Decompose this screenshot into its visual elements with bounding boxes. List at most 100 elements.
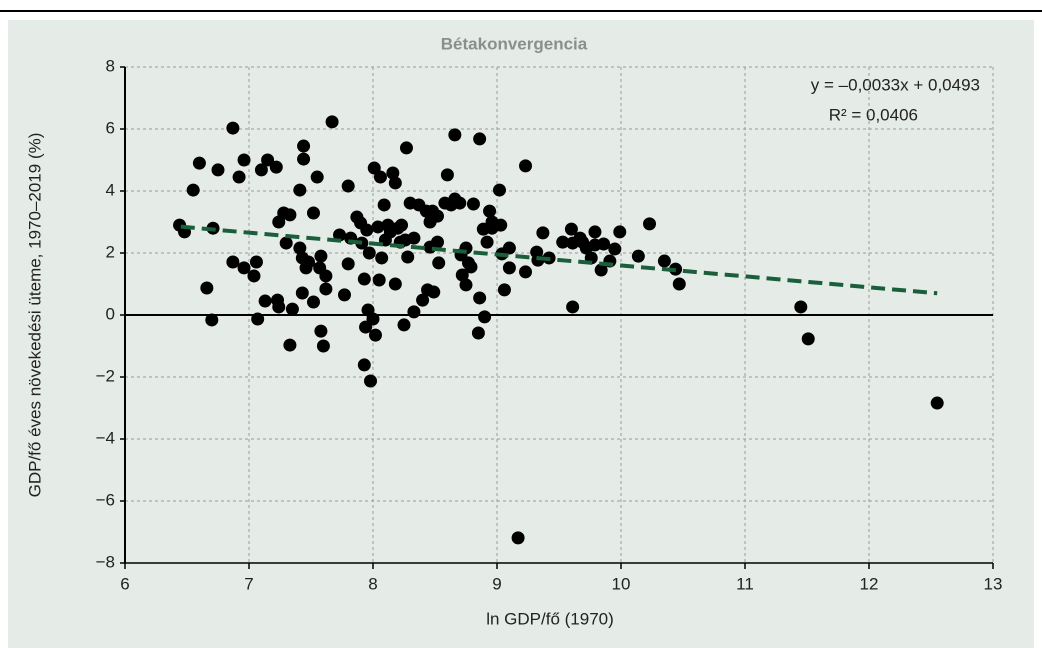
- scatter-point: [283, 338, 297, 352]
- scatter-point: [377, 198, 391, 212]
- scatter-point: [494, 218, 508, 232]
- x-tick-label: 8: [368, 574, 377, 593]
- scatter-point: [247, 269, 261, 283]
- scatter-point: [801, 332, 815, 346]
- y-tick-label: −8: [96, 552, 115, 571]
- scatter-point: [388, 277, 402, 291]
- scatter-point: [564, 222, 578, 236]
- scatter-point: [643, 217, 657, 231]
- x-tick-label: 9: [492, 574, 501, 593]
- scatter-point: [519, 159, 533, 173]
- scatter-point: [373, 170, 387, 184]
- scatter-point: [226, 121, 240, 135]
- scatter-point: [319, 269, 333, 283]
- y-axis-label: GDP/fő éves növekedési üteme, 1970–2019 …: [25, 133, 44, 498]
- scatter-point: [502, 241, 516, 255]
- scatter-point: [430, 235, 444, 249]
- x-tick-label: 11: [736, 574, 754, 593]
- scatter-point: [283, 208, 297, 222]
- scatter-point: [497, 283, 511, 297]
- scatter-point: [371, 220, 385, 234]
- scatter-point: [237, 261, 251, 275]
- scatter-point: [200, 281, 214, 295]
- scatter-point: [341, 179, 355, 193]
- scatter-point: [297, 139, 311, 153]
- scatter-point: [297, 152, 311, 166]
- scatter-point: [314, 324, 328, 338]
- scatter-point: [254, 163, 268, 177]
- scatter-point: [519, 265, 533, 279]
- scatter-point: [556, 235, 570, 249]
- y-tick-label: 0: [106, 304, 115, 323]
- scatter-point: [388, 176, 402, 190]
- scatter-point: [427, 285, 441, 299]
- equation-annotation: y = –0,0033x + 0,0493: [811, 75, 980, 94]
- scatter-point: [407, 305, 421, 319]
- x-tick-label: 10: [612, 574, 631, 593]
- scatter-point: [608, 242, 622, 256]
- scatter-point: [364, 374, 378, 388]
- scatter-point: [368, 328, 382, 342]
- scatter-point: [588, 225, 602, 239]
- scatter-point: [272, 300, 286, 314]
- trendline: [180, 224, 938, 296]
- x-tick-label: 13: [984, 574, 1003, 593]
- chart-title: Bétakonvergencia: [441, 34, 588, 53]
- scatter-point: [360, 223, 374, 237]
- scatter-point: [341, 257, 355, 271]
- scatter-point: [672, 277, 686, 291]
- scatter-point: [473, 132, 487, 146]
- scatter-point: [395, 218, 409, 232]
- scatter-point: [293, 183, 307, 197]
- scatter-point: [269, 160, 283, 174]
- scatter-point: [399, 141, 413, 155]
- scatter-point: [492, 183, 506, 197]
- scatter-point: [249, 255, 263, 269]
- scatter-point: [362, 246, 376, 260]
- scatter-point: [502, 261, 516, 275]
- scatter-point: [375, 251, 389, 265]
- scatter-point: [357, 272, 371, 286]
- scatter-point: [226, 255, 240, 269]
- scatter-point: [251, 312, 265, 326]
- scatter-point: [211, 163, 225, 177]
- scatter-point: [325, 115, 339, 129]
- scatter-point: [337, 288, 351, 302]
- scatter-point: [319, 282, 333, 296]
- y-tick-label: 4: [106, 180, 115, 199]
- scatter-point: [372, 273, 386, 287]
- scatter-point: [192, 156, 206, 170]
- scatter-point: [511, 531, 525, 545]
- scatter-point: [407, 231, 421, 245]
- scatter-point: [459, 278, 473, 292]
- scatter-point: [930, 396, 944, 410]
- scatter-point: [232, 170, 246, 184]
- r2-annotation: R² = 0,0406: [829, 105, 918, 124]
- scatter-point: [473, 291, 487, 305]
- scatter-point: [464, 260, 478, 274]
- scatter-point: [455, 268, 469, 282]
- y-tick-label: −6: [96, 490, 115, 509]
- scatter-point: [302, 255, 316, 269]
- scatter-point: [386, 166, 400, 180]
- scatter-point: [566, 300, 580, 314]
- scatter-point: [314, 249, 328, 263]
- y-tick-label: 6: [106, 118, 115, 137]
- scatter-point: [316, 339, 330, 353]
- y-tick-label: −4: [96, 428, 115, 447]
- scatter-point: [471, 326, 485, 340]
- scatter-point: [306, 206, 320, 220]
- scatter-point: [293, 241, 307, 255]
- scatter-point: [453, 196, 467, 210]
- scatter-point: [205, 313, 219, 327]
- scatter-point: [333, 228, 347, 242]
- scatter-point: [594, 263, 608, 277]
- scatter-point: [416, 293, 430, 307]
- scatter-point: [357, 358, 371, 372]
- scatter-point: [279, 236, 293, 250]
- x-tick-label: 7: [244, 574, 253, 593]
- scatter-point: [597, 237, 611, 251]
- scatter-point: [401, 250, 415, 264]
- scatter-point: [237, 153, 251, 167]
